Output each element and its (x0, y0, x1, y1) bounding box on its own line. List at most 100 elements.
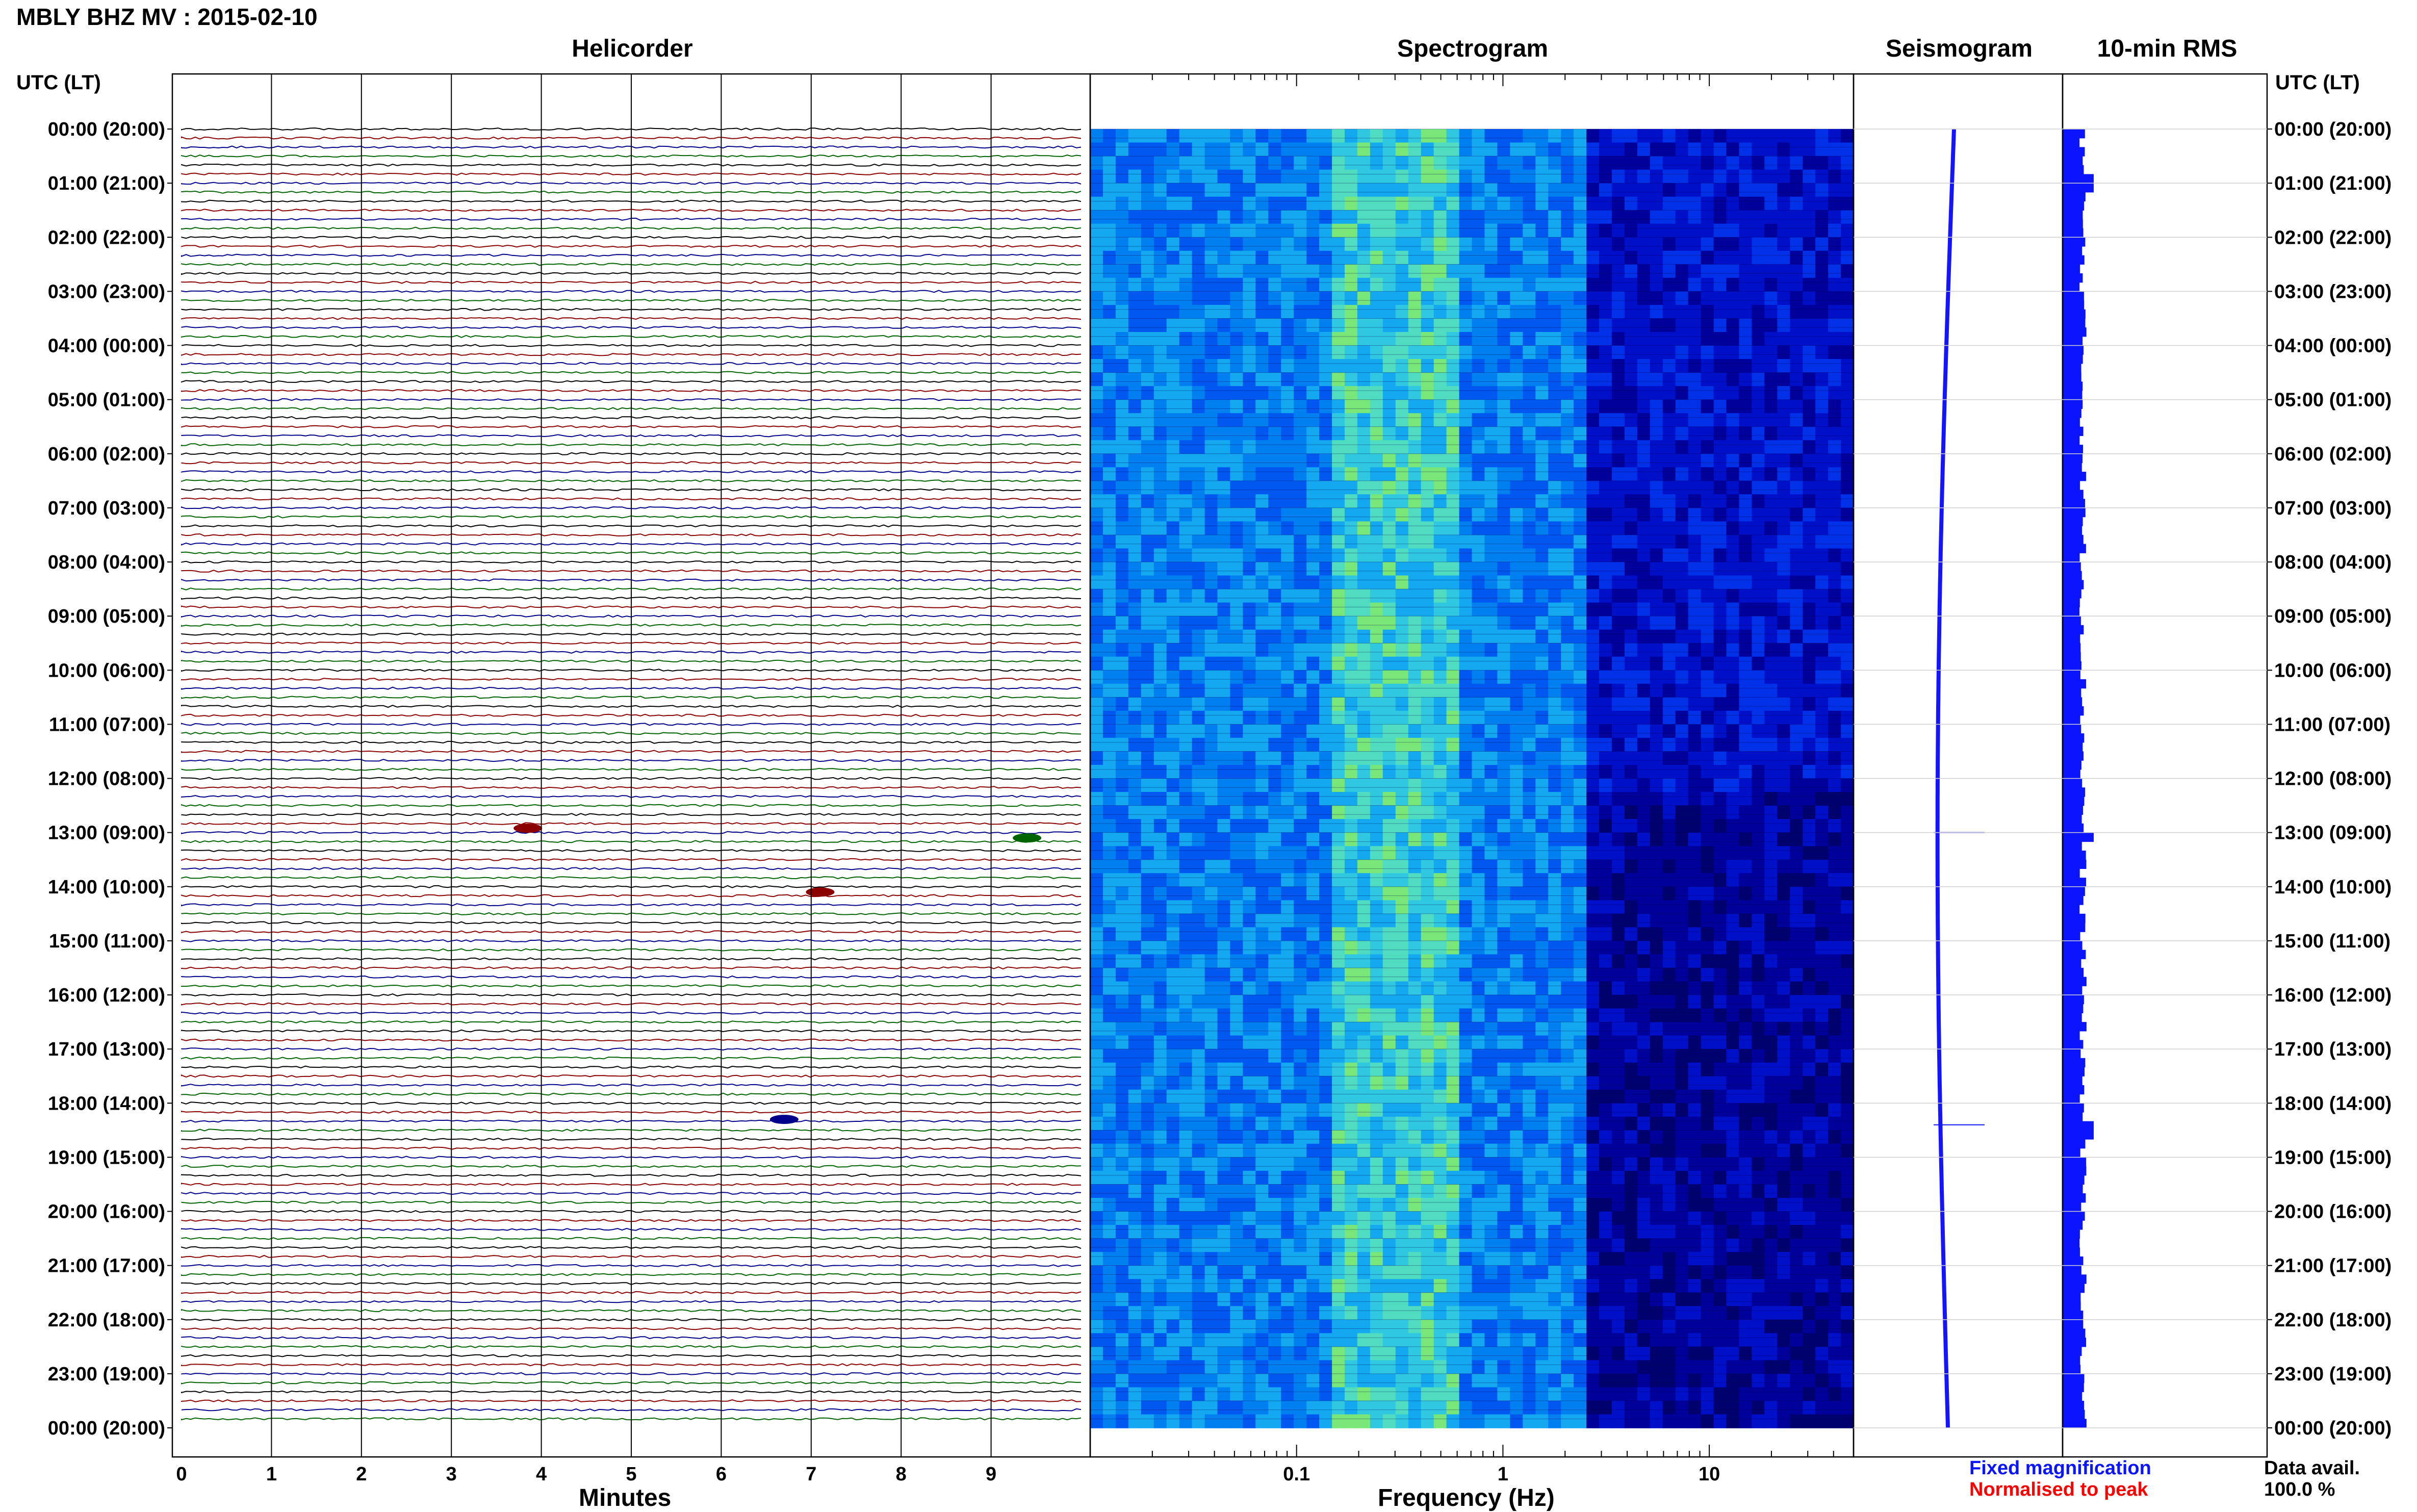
spectrogram-cell (1497, 345, 1511, 360)
spectrogram-cell (1370, 629, 1383, 644)
spectrogram-cell (1586, 967, 1600, 982)
spectrogram-cell (1294, 940, 1307, 955)
spectrogram-cell (1090, 1252, 1103, 1266)
spectrogram-cell (1472, 846, 1485, 860)
spectrogram-cell (1803, 765, 1816, 779)
spectrogram-cell (1204, 832, 1218, 847)
spectrogram-cell (1650, 1211, 1663, 1225)
spectrogram-cell (1141, 359, 1154, 373)
spectrogram-cell (1268, 142, 1282, 157)
spectrogram-cell (1217, 602, 1231, 617)
spectrogram-cell (1726, 196, 1740, 211)
spectrogram-cell (1472, 413, 1485, 427)
spectrogram-cell (1166, 724, 1180, 738)
spectrogram-cell (1777, 927, 1791, 941)
spectrogram-cell (1510, 548, 1524, 562)
spectrogram-cell (1141, 480, 1154, 495)
spectrogram-cell (1153, 480, 1167, 495)
spectrogram-cell (1828, 819, 1841, 833)
spectrogram-cell (1815, 332, 1829, 346)
spectrogram-cell (1204, 264, 1218, 278)
spectrogram-cell (1777, 1022, 1791, 1036)
spectrogram-cell (1357, 859, 1371, 874)
spectrogram-cell (1332, 670, 1345, 684)
spectrogram-cell (1650, 534, 1663, 549)
spectrogram-cell (1637, 534, 1651, 549)
spectrogram-cell (1586, 954, 1600, 968)
spectrogram-cell (1153, 156, 1167, 170)
spectrogram-cell (1688, 981, 1702, 995)
spectrogram-cell (1294, 1211, 1307, 1225)
spectrogram-cell (1510, 304, 1524, 319)
spectrogram-cell (1599, 1089, 1612, 1104)
spectrogram-cell (1153, 589, 1167, 603)
spectrogram-cell (1497, 291, 1511, 305)
spectrogram-cell (1815, 494, 1829, 508)
spectrogram-cell (1446, 873, 1460, 887)
spectrogram-cell (1382, 345, 1396, 360)
spectrogram-cell (1497, 453, 1511, 468)
spectrogram-cell (1662, 981, 1676, 995)
spectrogram-cell (1395, 1035, 1409, 1049)
spectrogram-cell (1803, 467, 1816, 481)
spectrogram-cell (1217, 629, 1231, 644)
spectrogram-cell (1535, 1130, 1549, 1144)
spectrogram-cell (1637, 277, 1651, 292)
spectrogram-cell (1382, 1157, 1396, 1171)
spectrogram-cell (1650, 142, 1663, 157)
spectrogram-cell (1561, 277, 1574, 292)
spectrogram-cell (1472, 1035, 1485, 1049)
spectrogram-cell (1523, 250, 1536, 265)
spectrogram-cell (1319, 264, 1332, 278)
spectrogram-cell (1345, 913, 1358, 928)
spectrogram-cell (1421, 440, 1434, 454)
spectrogram-cell (1141, 697, 1154, 711)
spectrogram-cell (1382, 913, 1396, 928)
spectrogram-cell (1243, 534, 1256, 549)
spectrogram-cell (1357, 656, 1371, 671)
spectrogram-cell (1777, 277, 1791, 292)
spectrogram-cell (1281, 264, 1295, 278)
spectrogram-cell (1523, 1103, 1536, 1117)
spectrogram-cell (1179, 399, 1193, 414)
spectrogram-cell (1421, 304, 1434, 319)
spectrogram-cell (1574, 1130, 1587, 1144)
spectrogram-cell (1370, 480, 1383, 495)
spectrogram-cell (1166, 589, 1180, 603)
spectrogram-cell (1115, 291, 1129, 305)
spectrogram-cell (1484, 697, 1498, 711)
spectrogram-cell (1306, 792, 1320, 806)
spectrogram-cell (1204, 643, 1218, 657)
spectrogram-cell (1624, 413, 1638, 427)
spectrogram-cell (1268, 210, 1282, 224)
spectrogram-cell (1192, 183, 1205, 197)
spectrogram-cell (1662, 778, 1676, 792)
spectrogram-cell (1701, 183, 1714, 197)
spectrogram-cell (1382, 467, 1396, 481)
spectrogram-cell (1217, 683, 1231, 698)
spectrogram-cell (1701, 1049, 1714, 1063)
spectrogram-cell (1510, 480, 1524, 495)
spectrogram-cell (1179, 156, 1193, 170)
spectrogram-cell (1701, 250, 1714, 265)
spectrogram-cell (1535, 940, 1549, 955)
spectrogram-cell (1739, 967, 1753, 982)
spectrogram-cell (1624, 1143, 1638, 1158)
spectrogram-cell (1472, 399, 1485, 414)
spectrogram-cell (1574, 250, 1587, 265)
spectrogram-cell (1637, 886, 1651, 901)
spectrogram-cell (1294, 359, 1307, 373)
spectrogram-cell (1294, 562, 1307, 576)
spectrogram-cell (1803, 386, 1816, 400)
spectrogram-cell (1611, 1238, 1625, 1252)
spectrogram-cell (1599, 1211, 1612, 1225)
spectrogram-cell (1535, 210, 1549, 224)
spectrogram-cell (1090, 670, 1103, 684)
spectrogram-cell (1713, 967, 1727, 982)
spectrogram-cell (1662, 643, 1676, 657)
spectrogram-cell (1090, 1238, 1103, 1252)
spectrogram-cell (1752, 629, 1765, 644)
spectrogram-cell (1459, 426, 1473, 441)
spectrogram-cell (1446, 1035, 1460, 1049)
spectrogram-cell (1217, 886, 1231, 901)
